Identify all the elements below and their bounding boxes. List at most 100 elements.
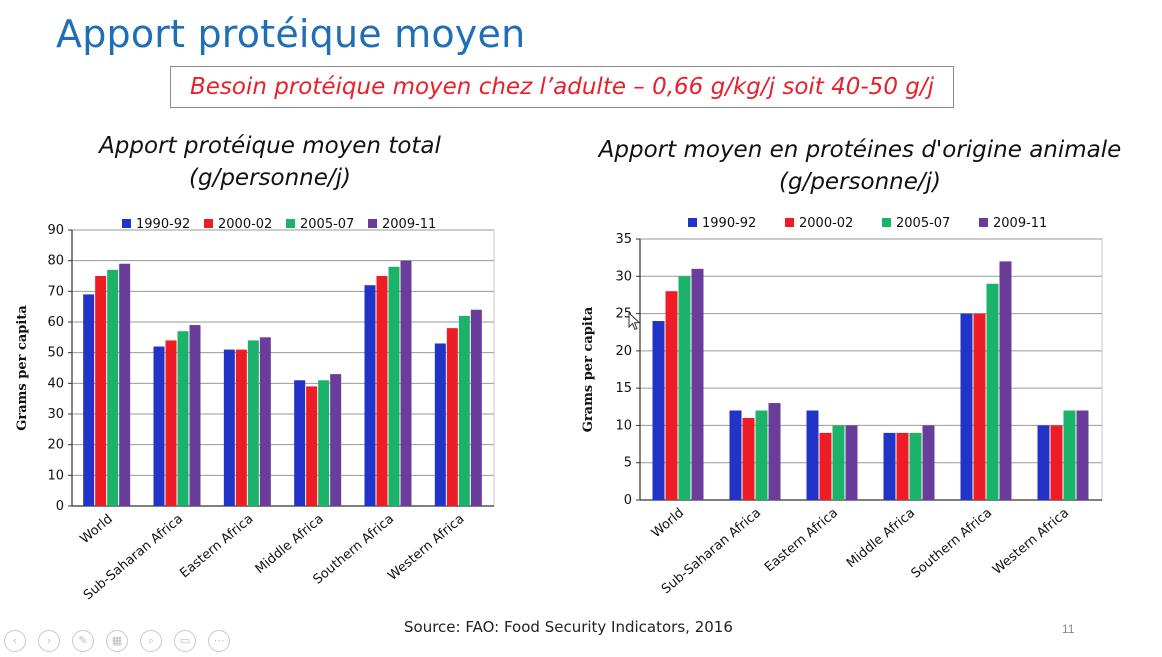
animal-bar-1990-92 (729, 410, 742, 500)
animal-y-tick-label: 5 (624, 456, 632, 471)
animal-category-label: World (649, 506, 687, 541)
total-bar-2009-11 (400, 260, 412, 506)
total-y-tick-label: 40 (47, 376, 64, 391)
animal-bar-1990-92 (883, 432, 896, 500)
total-legend-swatch (122, 219, 131, 228)
total-bar-1990-92 (153, 346, 165, 506)
total-bar-2000-02 (95, 276, 107, 506)
total-legend-label: 2000-02 (218, 217, 272, 232)
left-chart-heading: Apport protéique moyen total (g/personne… (60, 130, 480, 194)
animal-bar-2005-07 (755, 410, 768, 500)
animal-y-tick-label: 30 (615, 269, 632, 284)
left-chart-heading-line1: Apport protéique moyen total (99, 133, 441, 159)
animal-bar-2000-02 (742, 417, 755, 500)
animal-y-tick-label: 15 (615, 381, 632, 396)
total-bar-2009-11 (259, 337, 271, 506)
source-note: Source: FAO: Food Security Indicators, 2… (404, 618, 733, 636)
animal-bar-2009-11 (1076, 410, 1089, 500)
slide-number: 11 (1062, 622, 1075, 636)
animal-legend-swatch (688, 218, 697, 227)
animal-legend-swatch (882, 218, 891, 227)
total-y-tick-label: 20 (47, 438, 64, 453)
total-bar-2000-02 (306, 386, 318, 506)
total-bar-2009-11 (330, 374, 342, 506)
animal-category-label: Eastern Africa (762, 506, 841, 576)
animal-y-tick-label: 0 (624, 493, 632, 508)
animal-bar-2009-11 (768, 403, 781, 500)
total-bar-2009-11 (119, 263, 131, 506)
total-legend-label: 2005-07 (300, 217, 354, 232)
presentation-toolbar: ‹ › ✎ ▦ ⌕ ▭ ⋯ (0, 628, 240, 656)
animal-legend-swatch (785, 218, 794, 227)
animal-legend-label: 2009-11 (993, 216, 1047, 231)
animal-bar-2009-11 (691, 268, 704, 500)
animal-bar-1990-92 (960, 313, 973, 500)
animal-bar-2005-07 (678, 276, 691, 500)
total-y-tick-label: 0 (56, 499, 64, 514)
total-bar-2005-07 (458, 315, 470, 506)
animal-bar-2009-11 (922, 425, 935, 500)
right-chart-heading-line2: (g/personne/j) (779, 169, 941, 195)
animal-legend-label: 1990-92 (702, 216, 756, 231)
animal-bar-2000-02 (973, 313, 986, 500)
total-bar-2000-02 (165, 340, 177, 506)
total-y-axis-label: Grams per capita (15, 305, 30, 431)
total-legend-label: 2009-11 (382, 217, 436, 232)
animal-bar-2000-02 (1050, 425, 1063, 500)
total-y-tick-label: 80 (47, 254, 64, 269)
total-legend-label: 1990-92 (136, 217, 190, 232)
total-bar-2009-11 (189, 325, 201, 506)
next-icon[interactable]: › (38, 630, 60, 652)
pen-icon[interactable]: ✎ (72, 630, 94, 652)
total-bar-1990-92 (294, 380, 306, 506)
previous-icon[interactable]: ‹ (4, 630, 26, 652)
right-chart-heading: Apport moyen en protéines d'origine anim… (585, 134, 1135, 198)
animal-legend-label: 2005-07 (896, 216, 950, 231)
animal-y-tick-label: 20 (615, 344, 632, 359)
animal-plot-frame (639, 238, 1103, 501)
animal-bar-1990-92 (1037, 425, 1050, 500)
subtitles-icon[interactable]: ▭ (174, 630, 196, 652)
total-bar-1990-92 (434, 343, 446, 506)
total-y-tick-label: 30 (47, 407, 64, 422)
animal-bar-2000-02 (819, 432, 832, 500)
animal-bar-1990-92 (652, 321, 665, 500)
total-bar-2009-11 (470, 309, 482, 506)
total-bar-2000-02 (235, 349, 247, 506)
animal-category-label: Western Africa (990, 506, 1072, 578)
animal-bar-2000-02 (896, 432, 909, 500)
total-bar-2000-02 (446, 328, 458, 506)
animal-bar-2009-11 (845, 425, 858, 500)
animal-bar-2005-07 (832, 425, 845, 500)
total-bar-1990-92 (223, 349, 235, 506)
animal-bar-2005-07 (1063, 410, 1076, 500)
animal-y-tick-label: 25 (615, 307, 632, 322)
total-y-tick-label: 10 (47, 468, 64, 483)
total-bar-2005-07 (107, 269, 119, 506)
total-bar-2005-07 (247, 340, 259, 506)
animal-bar-2005-07 (909, 432, 922, 500)
total-y-tick-label: 90 (47, 223, 64, 238)
total-bar-1990-92 (364, 285, 376, 506)
animal-y-tick-label: 10 (615, 418, 632, 433)
total-bar-2005-07 (318, 380, 330, 506)
animal-bar-2000-02 (665, 291, 678, 500)
animal-legend-swatch (979, 218, 988, 227)
mouse-cursor-icon (628, 312, 641, 331)
total-bar-1990-92 (83, 294, 95, 506)
total-y-tick-label: 70 (47, 284, 64, 299)
animal-bar-1990-92 (806, 410, 819, 500)
animal-y-axis-label: Grams per capita (581, 306, 596, 432)
animal-bar-2005-07 (986, 283, 999, 500)
slides-icon[interactable]: ▦ (106, 630, 128, 652)
total-bar-2005-07 (177, 331, 189, 506)
protein-requirement-note: Besoin protéique moyen chez l’adulte – 0… (170, 66, 954, 108)
more-icon[interactable]: ⋯ (208, 630, 230, 652)
zoom-icon[interactable]: ⌕ (140, 630, 162, 652)
total-y-tick-label: 60 (47, 315, 64, 330)
total-legend-swatch (368, 219, 377, 228)
total-bar-2005-07 (388, 266, 400, 506)
total-y-tick-label: 50 (47, 346, 64, 361)
total-legend-swatch (286, 219, 295, 228)
